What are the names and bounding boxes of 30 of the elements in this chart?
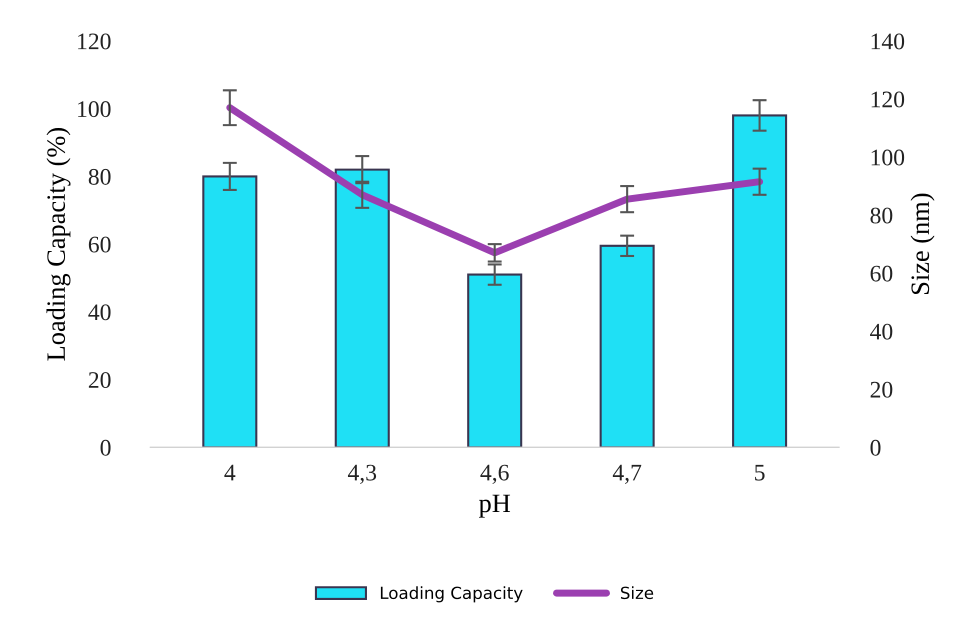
y-axis-title: Loading Capacity (%) (46, 128, 70, 361)
y-tick-label: 0 (100, 440, 111, 456)
y-tick-label: 20 (88, 372, 111, 388)
x-tick-label: 4 (224, 464, 236, 480)
bar (467, 274, 522, 448)
y-tick-label: 60 (88, 236, 111, 253)
bar (600, 244, 655, 448)
y2-axis-title: Size (nm) (910, 194, 935, 294)
x-axis-title: pH (479, 494, 510, 518)
bar (732, 114, 788, 448)
x-tick-label: 4,6 (480, 464, 509, 484)
y2-tick-label: 60 (870, 266, 892, 282)
y-tick-label: 120 (78, 33, 111, 50)
y2-tick-label: 140 (872, 33, 904, 50)
x-tick-label: 4,3 (348, 464, 376, 484)
y-tick-label: 100 (78, 101, 111, 118)
x-tick-label: 5 (755, 464, 765, 481)
y2-tick-label: 80 (870, 208, 892, 224)
legend-label: Loading Capacity (380, 586, 523, 602)
legend-label: Size (620, 586, 654, 600)
y-tick-label: 40 (88, 304, 111, 320)
y2-tick-label: 0 (870, 440, 881, 456)
y2-tick-label: 20 (870, 382, 892, 398)
y-tick-label: 80 (88, 168, 111, 185)
y2-tick-label: 100 (872, 150, 904, 166)
y2-tick-label: 40 (870, 324, 892, 340)
bar (334, 168, 390, 448)
bar (202, 175, 258, 448)
x-tick-label: 4,7 (612, 464, 642, 484)
y2-tick-label: 120 (872, 91, 904, 108)
